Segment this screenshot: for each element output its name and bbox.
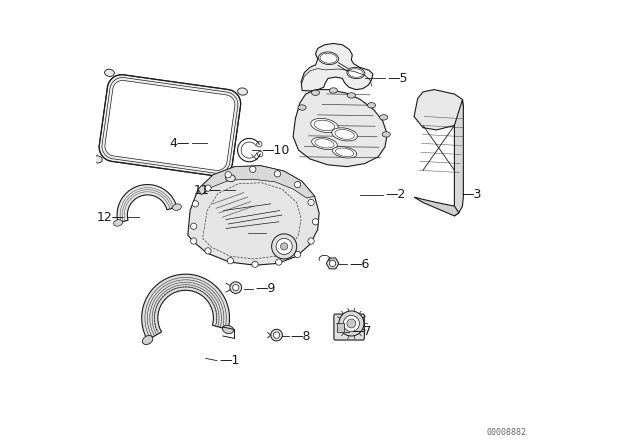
Ellipse shape (348, 93, 355, 98)
Ellipse shape (142, 336, 153, 345)
Polygon shape (105, 81, 235, 170)
Ellipse shape (320, 53, 337, 63)
Circle shape (275, 171, 280, 177)
Text: —6: —6 (349, 258, 369, 271)
Ellipse shape (348, 69, 364, 78)
Circle shape (343, 315, 360, 332)
Ellipse shape (298, 105, 306, 110)
Ellipse shape (104, 69, 115, 77)
Ellipse shape (315, 139, 334, 148)
Ellipse shape (330, 88, 337, 93)
Polygon shape (414, 90, 463, 130)
Polygon shape (198, 166, 315, 198)
Text: —2: —2 (385, 188, 405, 202)
Text: 11—: 11— (193, 184, 221, 197)
Circle shape (294, 181, 301, 188)
Circle shape (308, 238, 314, 244)
Circle shape (191, 238, 197, 244)
Ellipse shape (312, 137, 337, 150)
Ellipse shape (314, 120, 335, 131)
Polygon shape (293, 90, 387, 167)
Text: —7: —7 (351, 325, 372, 338)
Text: 00008882: 00008882 (486, 428, 526, 437)
Ellipse shape (319, 52, 339, 65)
Circle shape (252, 261, 258, 267)
Circle shape (312, 219, 319, 225)
Circle shape (233, 284, 239, 291)
Circle shape (205, 248, 211, 254)
Polygon shape (117, 185, 177, 223)
Ellipse shape (332, 146, 357, 158)
Ellipse shape (223, 325, 234, 334)
Circle shape (280, 243, 288, 250)
Circle shape (271, 329, 282, 341)
Polygon shape (141, 274, 230, 340)
Circle shape (276, 259, 282, 265)
Text: —10: —10 (262, 143, 290, 157)
Ellipse shape (173, 204, 181, 211)
Text: —3: —3 (461, 188, 481, 202)
Text: 4—: 4— (170, 137, 190, 150)
Circle shape (225, 172, 231, 178)
Circle shape (205, 185, 211, 191)
Ellipse shape (92, 156, 102, 163)
Ellipse shape (347, 67, 365, 79)
FancyBboxPatch shape (334, 314, 364, 340)
Text: 12—: 12— (97, 211, 125, 224)
Text: —5: —5 (387, 72, 408, 85)
Circle shape (191, 223, 197, 229)
FancyBboxPatch shape (337, 323, 344, 332)
Polygon shape (188, 166, 319, 265)
Circle shape (308, 199, 314, 206)
Circle shape (250, 166, 256, 172)
Ellipse shape (225, 174, 236, 181)
Circle shape (330, 260, 336, 267)
Ellipse shape (114, 220, 122, 226)
Polygon shape (414, 197, 459, 216)
Circle shape (339, 311, 364, 336)
Text: —8: —8 (291, 329, 312, 343)
Circle shape (347, 319, 356, 328)
Ellipse shape (312, 90, 319, 95)
Ellipse shape (237, 88, 248, 95)
Text: —9: —9 (255, 282, 275, 296)
Circle shape (276, 238, 292, 254)
Polygon shape (454, 99, 463, 216)
Ellipse shape (335, 148, 354, 157)
Polygon shape (99, 75, 241, 176)
Circle shape (227, 258, 234, 264)
Circle shape (230, 282, 242, 293)
Ellipse shape (382, 132, 390, 137)
Ellipse shape (335, 129, 355, 139)
Circle shape (294, 251, 301, 258)
Circle shape (273, 332, 280, 338)
Circle shape (271, 234, 297, 259)
Circle shape (193, 201, 198, 207)
Text: —1: —1 (220, 354, 239, 367)
Ellipse shape (367, 103, 376, 108)
Ellipse shape (332, 128, 358, 141)
Ellipse shape (311, 118, 338, 133)
Polygon shape (326, 258, 339, 269)
Polygon shape (301, 43, 373, 91)
Ellipse shape (380, 115, 388, 120)
